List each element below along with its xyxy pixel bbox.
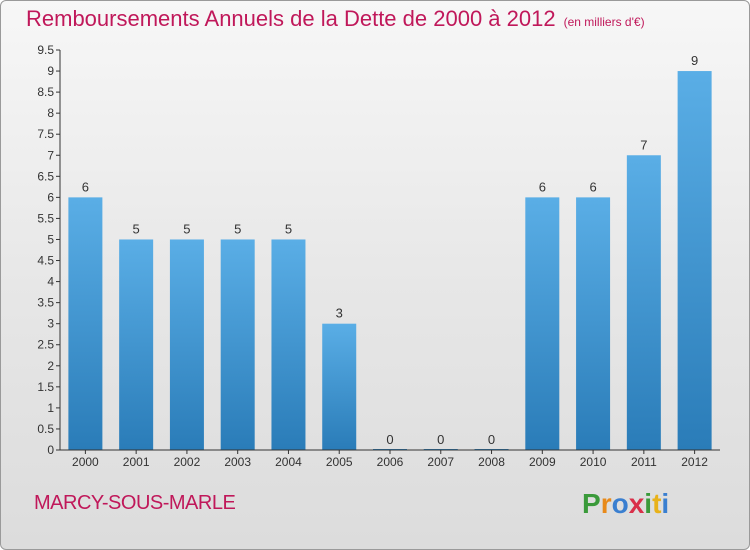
bar-2011 <box>626 155 661 450</box>
logo-letter: x <box>628 488 645 519</box>
logo-letter: o <box>611 488 629 519</box>
x-tick-label-2003: 2003 <box>224 455 251 469</box>
data-label-2001: 5 <box>133 221 140 236</box>
y-tick-label: 1 <box>47 401 54 415</box>
y-tick-label: 9 <box>47 64 54 78</box>
y-tick-label: 8.5 <box>37 85 54 99</box>
logo-letter: i <box>644 488 653 519</box>
data-label-2009: 6 <box>539 179 546 194</box>
y-tick-label: 3 <box>47 317 54 331</box>
data-label-2000: 6 <box>82 179 89 194</box>
y-tick-label: 0 <box>47 443 54 457</box>
commune-name: MARCY-SOUS-MARLE <box>34 492 236 514</box>
data-label-2003: 5 <box>234 221 241 236</box>
data-label-2011: 7 <box>640 137 647 152</box>
logo-letter: i <box>661 488 670 519</box>
y-tick-label: 4.5 <box>37 254 54 268</box>
y-tick-label: 1.5 <box>37 380 54 394</box>
chart-title-text: Remboursements Annuels de la Dette de 20… <box>26 6 556 31</box>
y-tick-label: 7.5 <box>37 127 54 141</box>
x-tick-label-2008: 2008 <box>478 455 505 469</box>
bar-2000 <box>68 197 103 450</box>
y-tick-label: 3.5 <box>37 296 54 310</box>
x-tick-label-2007: 2007 <box>427 455 454 469</box>
x-tick-label-2011: 2011 <box>631 455 657 469</box>
x-tick-label-2010: 2010 <box>580 455 607 469</box>
bar-2001 <box>119 239 154 450</box>
x-tick-label-2002: 2002 <box>174 455 201 469</box>
bar-2005 <box>322 323 357 450</box>
logo-letter: r <box>600 488 612 519</box>
bar-2002 <box>169 239 204 450</box>
logo-letter: P <box>582 488 601 519</box>
data-label-2005: 3 <box>336 306 343 321</box>
y-tick-label: 0.5 <box>37 422 54 436</box>
proxiti-logo: Proxiti <box>582 488 669 520</box>
data-label-2004: 5 <box>285 221 292 236</box>
bar-2012 <box>677 71 712 450</box>
x-tick-label-2009: 2009 <box>529 455 556 469</box>
y-tick-label: 6.5 <box>37 169 54 183</box>
bar-2010 <box>576 197 611 450</box>
data-label-2012: 9 <box>691 53 698 68</box>
data-label-2007: 0 <box>437 432 444 447</box>
bar-2009 <box>525 197 560 450</box>
y-tick-label: 5 <box>47 232 54 246</box>
data-label-2006: 0 <box>386 432 393 447</box>
x-tick-label-2001: 2001 <box>123 455 150 469</box>
x-tick-label-2000: 2000 <box>72 455 99 469</box>
x-tick-label-2005: 2005 <box>326 455 353 469</box>
x-tick-label-2004: 2004 <box>275 455 302 469</box>
y-tick-label: 8 <box>47 106 54 120</box>
x-tick-label-2006: 2006 <box>377 455 404 469</box>
data-label-2002: 5 <box>183 221 190 236</box>
y-tick-label: 7 <box>47 148 54 162</box>
y-tick-label: 2.5 <box>37 338 54 352</box>
logo-letter: t <box>652 488 662 519</box>
x-tick-label-2012: 2012 <box>681 455 708 469</box>
bar-2004 <box>271 239 306 450</box>
y-tick-label: 2 <box>47 359 54 373</box>
chart-unit: (en milliers d'€) <box>563 15 645 29</box>
bar-2003 <box>220 239 255 450</box>
chart-title: Remboursements Annuels de la Dette de 20… <box>26 6 645 32</box>
y-tick-label: 6 <box>47 190 54 204</box>
data-label-2008: 0 <box>488 432 495 447</box>
y-tick-label: 4 <box>47 275 54 289</box>
data-label-2010: 6 <box>589 179 596 194</box>
y-tick-label: 5.5 <box>37 211 54 225</box>
y-tick-label: 9.5 <box>37 43 54 57</box>
